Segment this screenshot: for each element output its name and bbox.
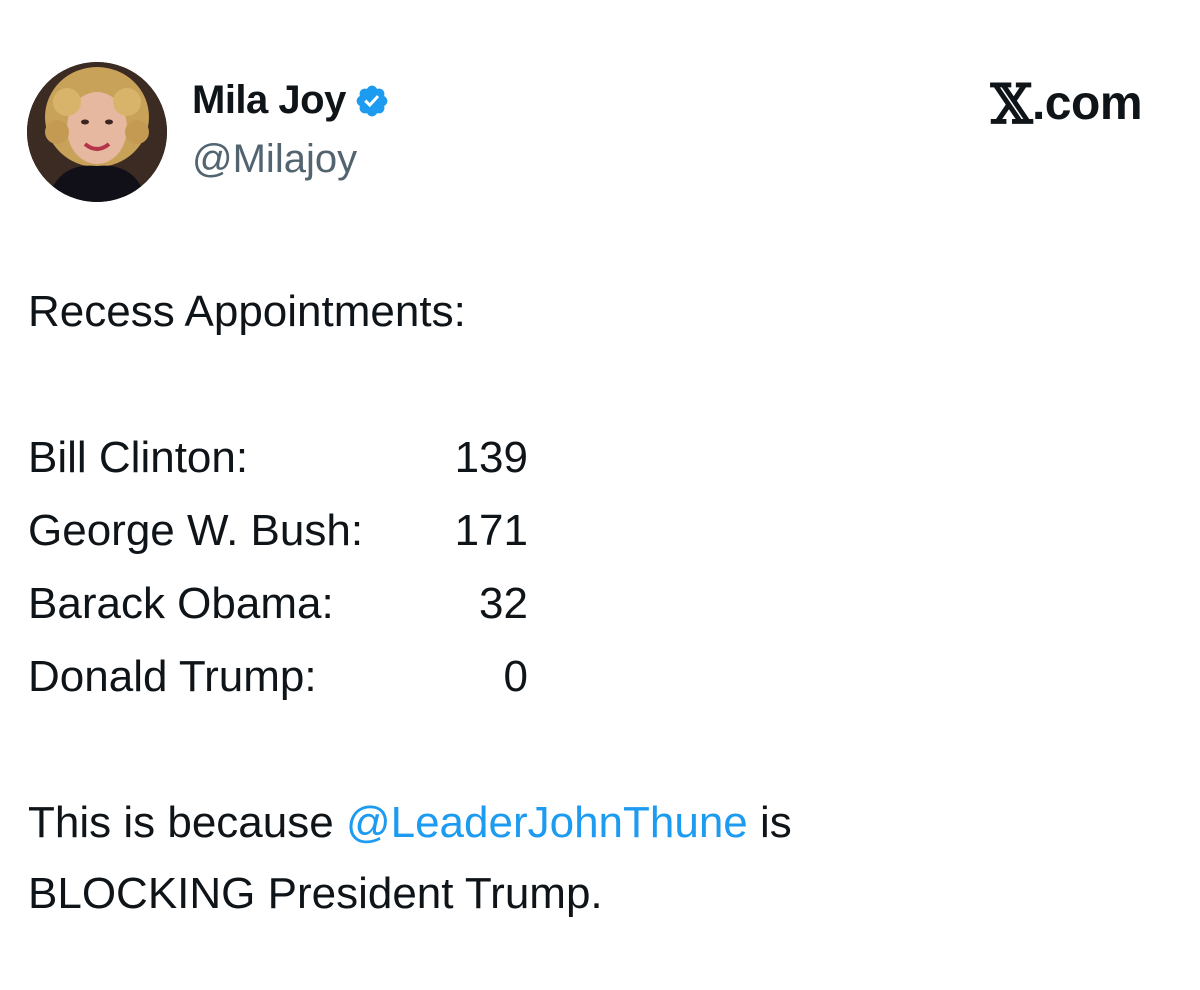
list-item-count: 139 <box>454 433 528 482</box>
post-footer-line-2: BLOCKING President Trump. <box>28 869 603 918</box>
x-logo-icon: 𝕏 <box>990 72 1033 136</box>
list-item: Barack Obama: 32 <box>28 578 528 630</box>
post-footer-line-1: This is because @LeaderJohnThune is <box>28 797 792 849</box>
author-name-text: Mila Joy <box>192 78 346 122</box>
author-handle[interactable]: @Milajoy <box>192 137 358 181</box>
site-logo-label: .com <box>1031 77 1143 130</box>
site-logo: 𝕏 .com <box>990 72 1143 136</box>
footer-text-after-mention: is <box>747 798 792 847</box>
list-item-name: Bill Clinton: <box>28 433 249 482</box>
list-item-count: 0 <box>503 652 528 701</box>
verified-badge-icon <box>354 82 390 118</box>
list-item-name: Donald Trump: <box>28 652 317 701</box>
list-item-name: George W. Bush: <box>28 506 364 555</box>
mention-link[interactable]: @LeaderJohnThune <box>345 798 748 847</box>
author-display-name[interactable]: Mila Joy <box>192 76 390 124</box>
post-heading: Recess Appointments: <box>28 287 466 336</box>
list-item-count: 171 <box>454 506 528 555</box>
list-item: George W. Bush: 171 <box>28 505 528 557</box>
footer-text-before-mention: This is because <box>28 798 346 847</box>
avatar[interactable] <box>27 62 167 202</box>
list-item: Donald Trump: 0 <box>28 651 528 703</box>
list-item-name: Barack Obama: <box>28 579 334 628</box>
list-item: Bill Clinton: 139 <box>28 432 528 484</box>
avatar-photo <box>27 62 167 202</box>
list-item-count: 32 <box>479 579 528 628</box>
